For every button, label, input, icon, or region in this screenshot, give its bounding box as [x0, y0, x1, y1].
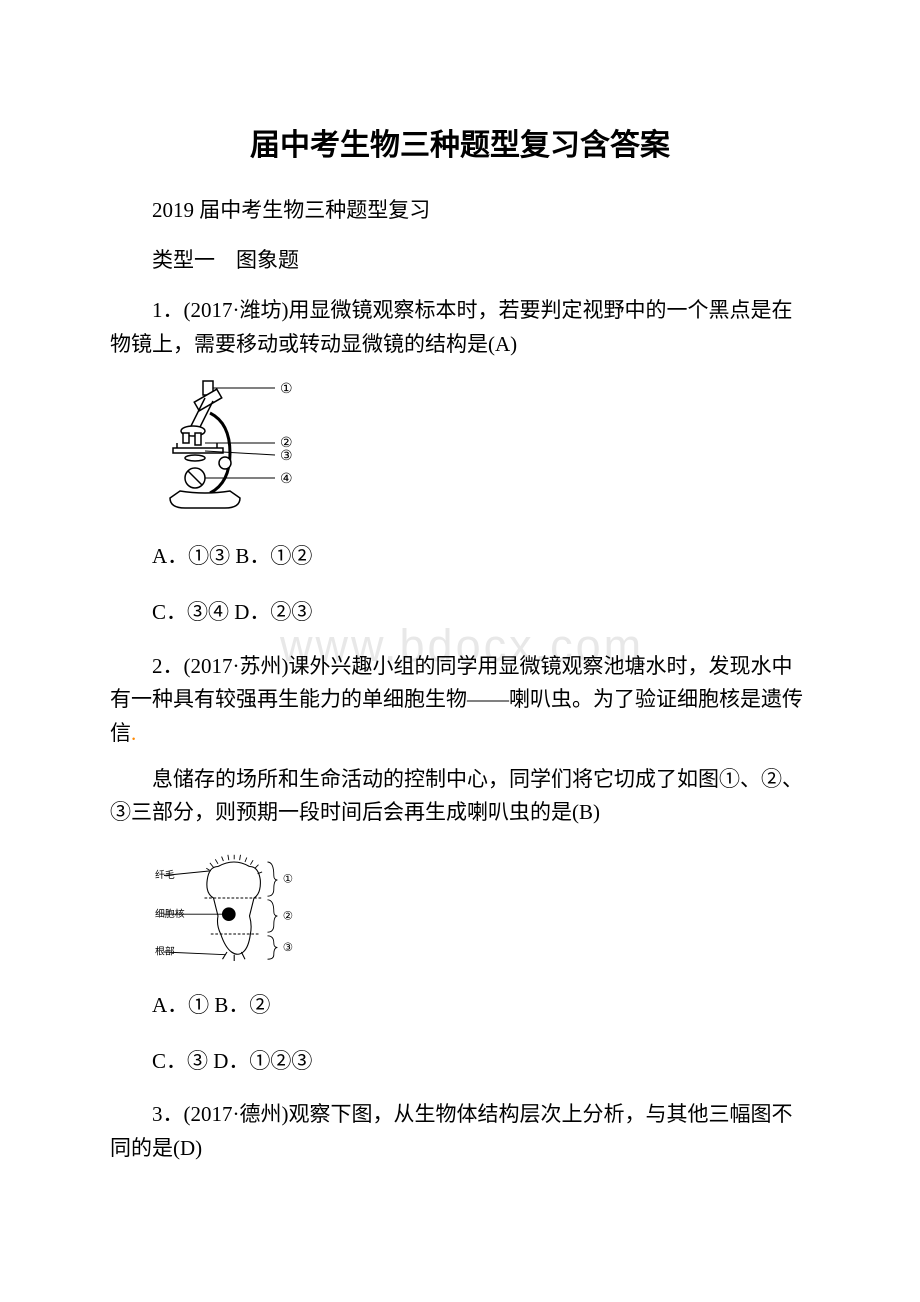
section-3-label: ③	[283, 941, 293, 954]
question-2-options-row2: C．③ D．①②③	[110, 1043, 810, 1081]
label-4: ④	[280, 472, 293, 487]
root-label: 根部	[155, 944, 175, 957]
trumpet-cell-diagram: 纤毛 细胞核 根部 ① ② ③	[155, 842, 335, 972]
question-2-figure: 纤毛 细胞核 根部 ① ② ③	[155, 842, 810, 977]
document-title: 届中考生物三种题型复习含答案	[110, 120, 810, 164]
question-1-figure: ① ② ③ ④	[155, 373, 810, 528]
section-2-label: ②	[283, 909, 293, 922]
microscope-diagram: ① ② ③ ④	[155, 373, 315, 523]
question-3-text: 3．(2017·德州)观察下图，从生物体结构层次上分析，与其他三幅图不同的是(D…	[110, 1098, 810, 1165]
orange-marker: .	[131, 721, 136, 745]
question-2-text: 2．(2017·苏州)课外兴趣小组的同学用显微镜观察池塘水时，发现水中有一种具有…	[110, 650, 810, 751]
label-1: ①	[280, 382, 293, 397]
question-1-text: 1．(2017·潍坊)用显微镜观察标本时，若要判定视野中的一个黑点是在物镜上，需…	[110, 294, 810, 361]
document-subtitle: 2019 届中考生物三种题型复习	[110, 194, 810, 224]
section-1-label: ①	[283, 872, 293, 885]
question-1-options-row1: A．①③ B．①②	[110, 538, 810, 576]
cilia-label: 纤毛	[155, 868, 175, 881]
question-1-options-row2: C．③④ D．②③	[110, 594, 810, 632]
nucleus-label: 细胞核	[155, 907, 185, 920]
question-2-continuation: 息储存的场所和生命活动的控制中心，同学们将它切成了如图①、②、③三部分，则预期一…	[110, 763, 810, 830]
label-3: ③	[280, 449, 293, 464]
question-2-options-row1: A．① B．②	[110, 987, 810, 1025]
type-header: 类型一 图象题	[110, 244, 810, 274]
